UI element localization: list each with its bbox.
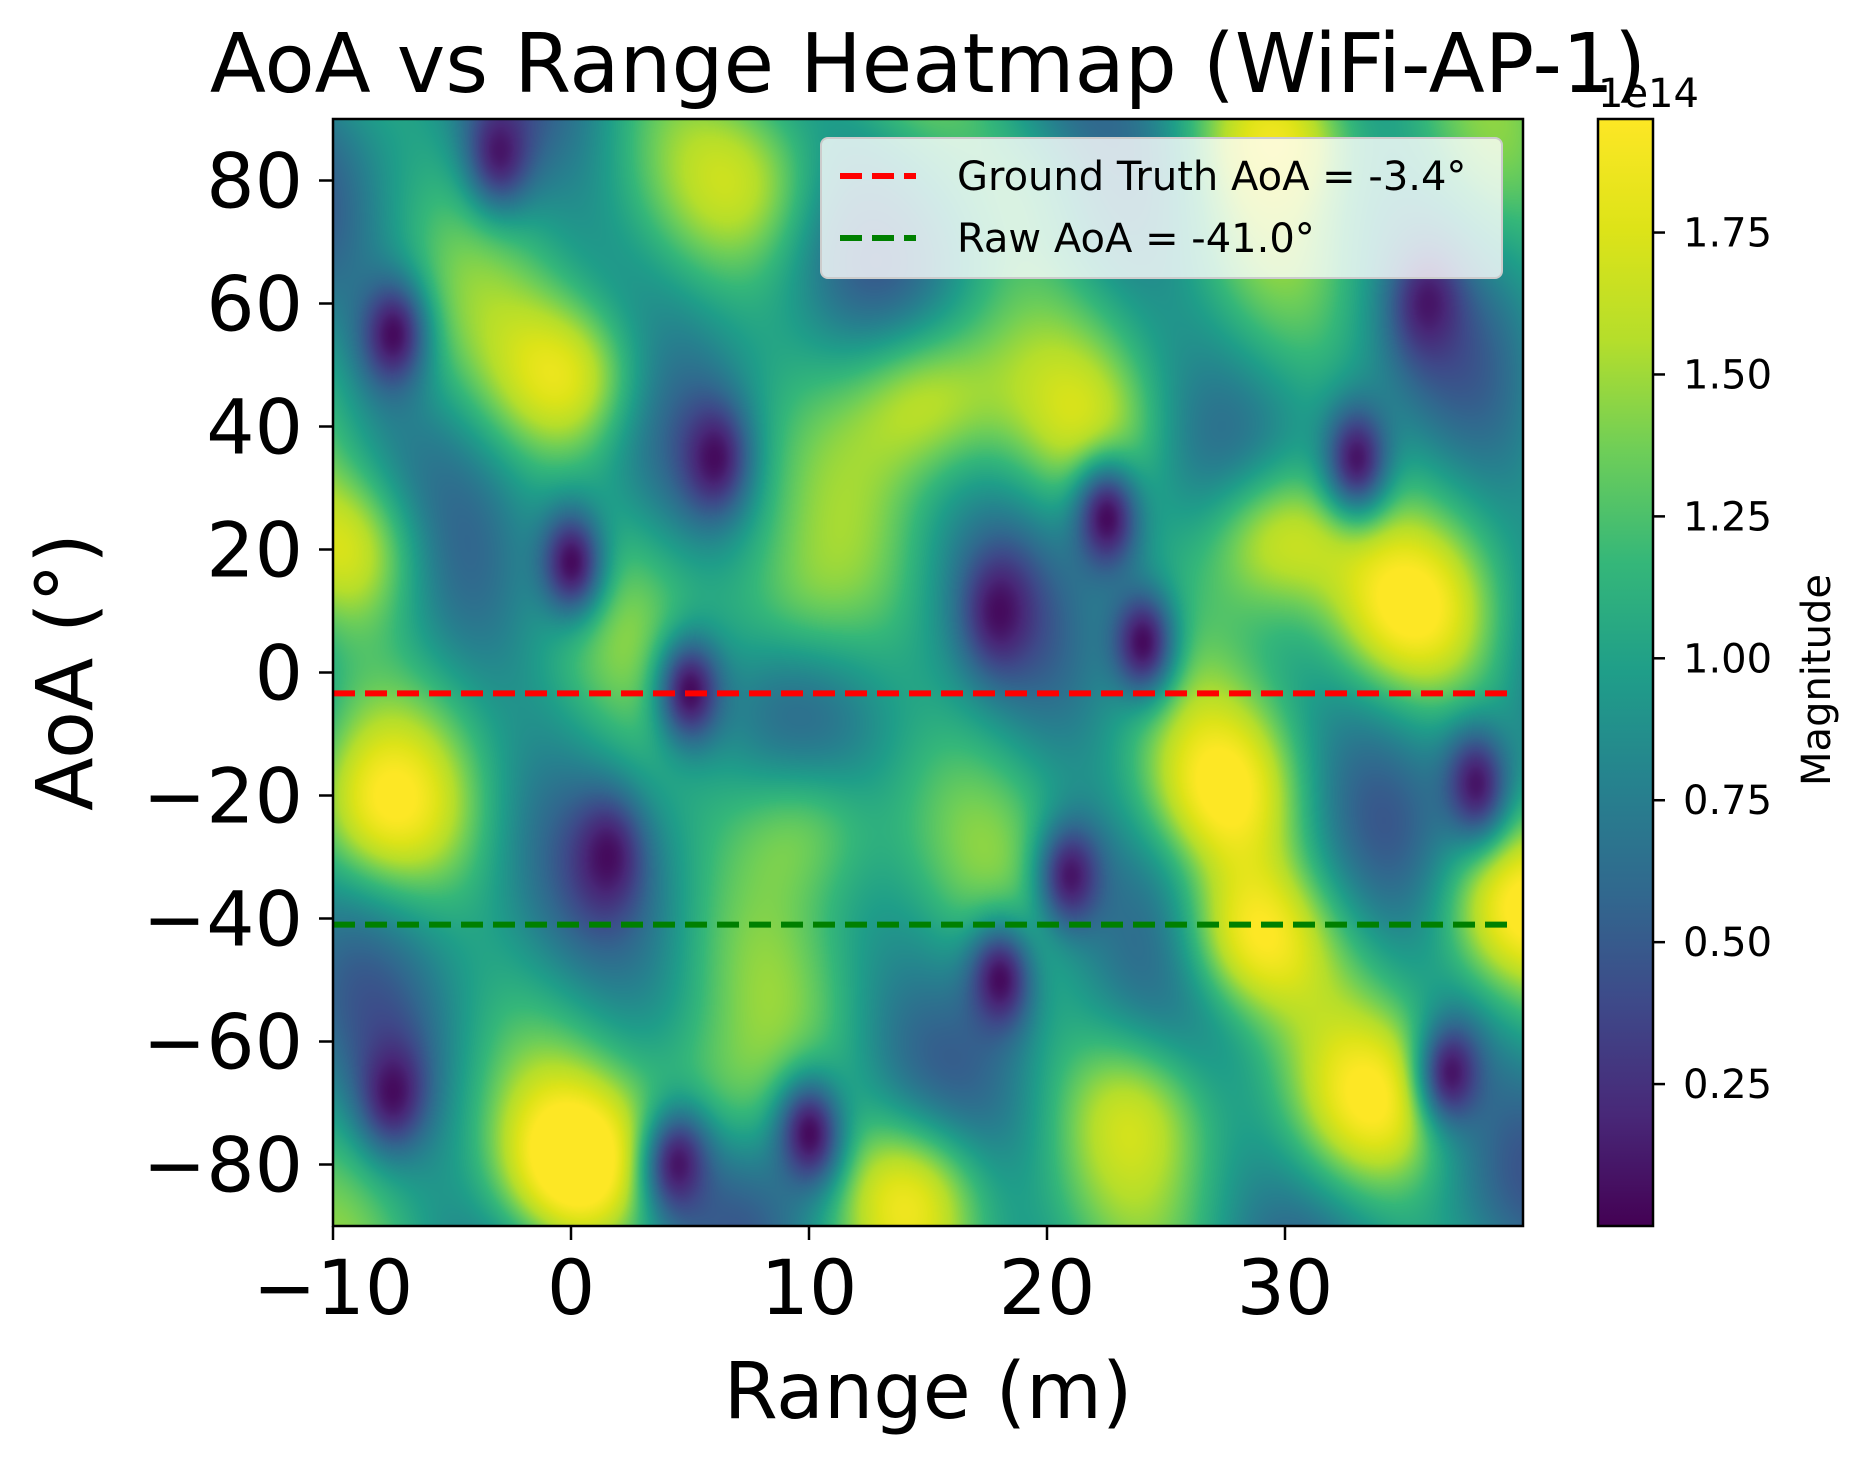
y-tick-label: 20 bbox=[206, 506, 303, 595]
colorbar-tick-label: 0.25 bbox=[1683, 1062, 1772, 1108]
x-tick-label: 20 bbox=[999, 1243, 1096, 1332]
reference-lines bbox=[333, 690, 1513, 928]
colorbar-tick-label: 1.75 bbox=[1683, 211, 1772, 257]
colorbar-tick-label: 0.50 bbox=[1683, 920, 1772, 966]
colorbar: 0.25 0.50 0.75 1.00 1.25 1.50 1.75 1e14 Magnit… bbox=[1596, 71, 1840, 1228]
y-tick-label: 80 bbox=[206, 137, 303, 226]
y-axis: 80 60 40 20 0 −20 −40 −60 −80 bbox=[143, 137, 333, 1210]
colorbar-tick-label: 1.50 bbox=[1683, 352, 1772, 398]
x-tick-label: 30 bbox=[1237, 1243, 1334, 1332]
y-tick-label: 0 bbox=[255, 629, 303, 718]
colorbar-tick-label: 0.75 bbox=[1683, 778, 1772, 824]
heatmap bbox=[333, 119, 1523, 1226]
y-tick-label: 40 bbox=[206, 383, 303, 472]
chart-title: AoA vs Range Heatmap (WiFi-AP-1) bbox=[210, 17, 1646, 112]
colorbar-tick-label: 1.25 bbox=[1683, 494, 1772, 540]
y-axis-label: AoA (°) bbox=[21, 533, 111, 811]
legend-label-raw-aoa: Raw AoA = -41.0° bbox=[957, 216, 1315, 262]
legend: Ground Truth AoA = -3.4° Raw AoA = -41.0… bbox=[820, 137, 1503, 279]
legend-label-ground-truth: Ground Truth AoA = -3.4° bbox=[957, 154, 1466, 200]
x-tick-label: 0 bbox=[547, 1243, 595, 1332]
y-tick-label: −80 bbox=[143, 1121, 303, 1210]
x-tick-label: −10 bbox=[253, 1243, 413, 1332]
legend-box bbox=[820, 137, 1503, 279]
colorbar-offset-text: 1e14 bbox=[1598, 71, 1699, 117]
colorbar-label: Magnitude bbox=[1794, 574, 1840, 786]
y-tick-label: −20 bbox=[143, 752, 303, 841]
y-tick-label: −60 bbox=[143, 998, 303, 1087]
colorbar-gradient bbox=[1596, 117, 1655, 1228]
colorbar-ticks: 0.25 0.50 0.75 1.00 1.25 1.50 1.75 bbox=[1653, 211, 1772, 1108]
colorbar-tick-label: 1.00 bbox=[1683, 636, 1772, 682]
x-tick-label: 10 bbox=[761, 1243, 858, 1332]
x-axis: −10 0 10 20 30 bbox=[253, 1226, 1334, 1332]
y-tick-label: −40 bbox=[143, 875, 303, 964]
y-tick-label: 60 bbox=[206, 260, 303, 349]
x-axis-label: Range (m) bbox=[724, 1347, 1133, 1437]
